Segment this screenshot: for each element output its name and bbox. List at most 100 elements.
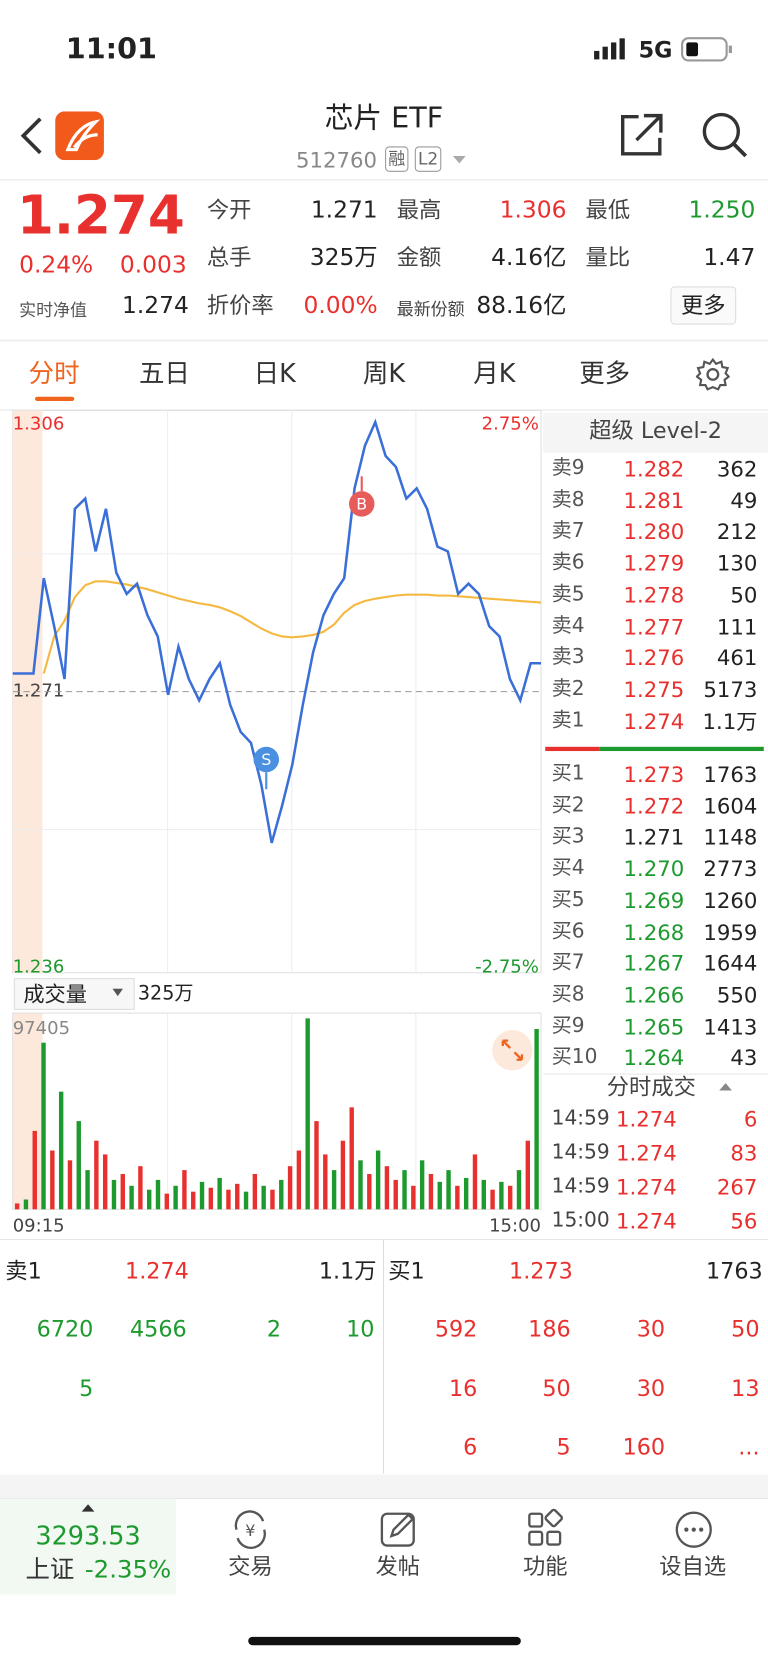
volume-bar bbox=[138, 1166, 143, 1210]
stock-code: 512760 bbox=[295, 147, 377, 173]
y-tick-label: 1.236 bbox=[13, 956, 65, 977]
volume-bar bbox=[455, 1185, 460, 1210]
queue-order: 10 bbox=[346, 1316, 375, 1342]
volume-bar bbox=[419, 1160, 425, 1210]
volume-bar bbox=[314, 1121, 319, 1210]
trade-marker bbox=[349, 491, 375, 517]
stat-value: 1.271 bbox=[310, 197, 378, 224]
book-volume: 5173 bbox=[703, 676, 758, 703]
nav-item[interactable]: 发帖 bbox=[375, 1554, 421, 1580]
level2-title: 超级 Level-2 bbox=[589, 417, 722, 444]
ratio-bar-ask bbox=[545, 746, 600, 752]
expand-button[interactable] bbox=[491, 1029, 533, 1071]
trade-marker-label: S bbox=[261, 750, 271, 769]
ratio-bar-bid bbox=[599, 746, 764, 752]
book-volume: 362 bbox=[716, 456, 758, 482]
volume-bar bbox=[217, 1177, 222, 1210]
volume-bar bbox=[129, 1185, 134, 1210]
nav-item[interactable]: 设自选 bbox=[659, 1554, 727, 1580]
volume-bar bbox=[331, 1170, 337, 1210]
book-volume: 1604 bbox=[703, 793, 758, 819]
home-indicator bbox=[248, 1636, 521, 1646]
book-volume: 2773 bbox=[703, 856, 758, 882]
back-button[interactable] bbox=[17, 115, 47, 157]
tab[interactable]: 月K bbox=[473, 358, 516, 389]
volume-bar bbox=[340, 1140, 346, 1210]
stat-value: 88.16亿 bbox=[476, 292, 567, 320]
trade-price: 1.274 bbox=[616, 1208, 677, 1234]
book-price: 1.276 bbox=[623, 645, 685, 671]
volume-bar bbox=[490, 1189, 495, 1210]
volume-selector[interactable] bbox=[13, 978, 135, 1010]
volume-bar bbox=[147, 1189, 152, 1210]
trade-volume: 83 bbox=[730, 1140, 758, 1166]
book-label: 买10 bbox=[551, 1045, 598, 1069]
trade-volume: 56 bbox=[730, 1208, 758, 1234]
book-label: 卖4 bbox=[551, 613, 585, 638]
volume-bar bbox=[428, 1174, 434, 1210]
share-button[interactable] bbox=[617, 110, 666, 159]
change-pct: 0.24% bbox=[19, 252, 94, 279]
volume-bar bbox=[402, 1170, 407, 1210]
queue-price: 1.273 bbox=[509, 1258, 573, 1284]
divider bbox=[0, 1497, 768, 1499]
nav-item[interactable]: 功能 bbox=[522, 1554, 568, 1580]
tab[interactable]: 日K bbox=[253, 358, 296, 389]
volume-bar bbox=[235, 1183, 240, 1210]
volume-bar bbox=[243, 1191, 249, 1210]
volume-bar bbox=[252, 1174, 258, 1210]
book-label: 卖6 bbox=[551, 550, 585, 574]
tab[interactable]: 分时 bbox=[28, 358, 80, 389]
book-label: 买4 bbox=[551, 856, 585, 880]
dropdown-arrow bbox=[112, 988, 124, 997]
book-label: 卖8 bbox=[551, 487, 585, 511]
volume-bar bbox=[182, 1170, 187, 1210]
nav-value: 1.274 bbox=[122, 292, 189, 320]
book-price: 1.269 bbox=[623, 887, 685, 914]
status-time: 11:01 bbox=[65, 32, 157, 66]
index-value: 3293.53 bbox=[35, 1521, 141, 1551]
app-logo bbox=[55, 111, 104, 161]
volume-bar bbox=[32, 1130, 37, 1210]
tab[interactable]: 周K bbox=[362, 358, 406, 389]
function-icon bbox=[528, 1508, 564, 1546]
x-tick-label: 15:00 bbox=[489, 1215, 541, 1236]
book-price: 1.268 bbox=[623, 919, 685, 945]
search-button[interactable] bbox=[700, 110, 749, 159]
change: 0.003 bbox=[119, 252, 187, 279]
book-label: 买6 bbox=[551, 919, 585, 943]
nav-item[interactable]: 交易 bbox=[228, 1554, 273, 1580]
volume-bar bbox=[384, 1166, 390, 1210]
index-box[interactable] bbox=[0, 1498, 177, 1595]
volume-bar bbox=[279, 1179, 284, 1210]
book-price: 1.278 bbox=[623, 582, 685, 608]
book-price: 1.267 bbox=[623, 950, 685, 977]
queue-order: 6 bbox=[463, 1434, 478, 1460]
index-arrow bbox=[81, 1504, 95, 1512]
book-price: 1.281 bbox=[623, 487, 685, 514]
volume-bar bbox=[155, 1179, 161, 1210]
collapse-arrow[interactable] bbox=[719, 1083, 732, 1091]
book-volume: 1959 bbox=[703, 919, 758, 945]
book-price: 1.280 bbox=[623, 519, 685, 545]
book-price: 1.270 bbox=[623, 856, 685, 882]
book-volume: 212 bbox=[716, 519, 758, 545]
divider bbox=[543, 1073, 768, 1075]
volume-bar bbox=[14, 1203, 20, 1210]
book-label: 买7 bbox=[551, 950, 585, 975]
more-button[interactable]: 更多 bbox=[670, 286, 737, 325]
book-volume: 1763 bbox=[703, 761, 758, 788]
tab[interactable]: 五日 bbox=[138, 358, 190, 389]
book-label: 买9 bbox=[551, 1013, 585, 1038]
preopen-shade bbox=[12, 1013, 43, 1210]
settings-button[interactable] bbox=[695, 357, 730, 391]
book-label: 买8 bbox=[551, 982, 585, 1006]
book-volume: 111 bbox=[716, 613, 758, 640]
tab[interactable]: 更多 bbox=[579, 358, 631, 389]
queue-order: 6720 bbox=[36, 1316, 94, 1342]
dropdown-arrow[interactable] bbox=[452, 155, 467, 166]
trade-time: 15:00 bbox=[551, 1208, 610, 1232]
book-price: 1.272 bbox=[623, 793, 685, 819]
queue-order: 30 bbox=[636, 1316, 666, 1342]
